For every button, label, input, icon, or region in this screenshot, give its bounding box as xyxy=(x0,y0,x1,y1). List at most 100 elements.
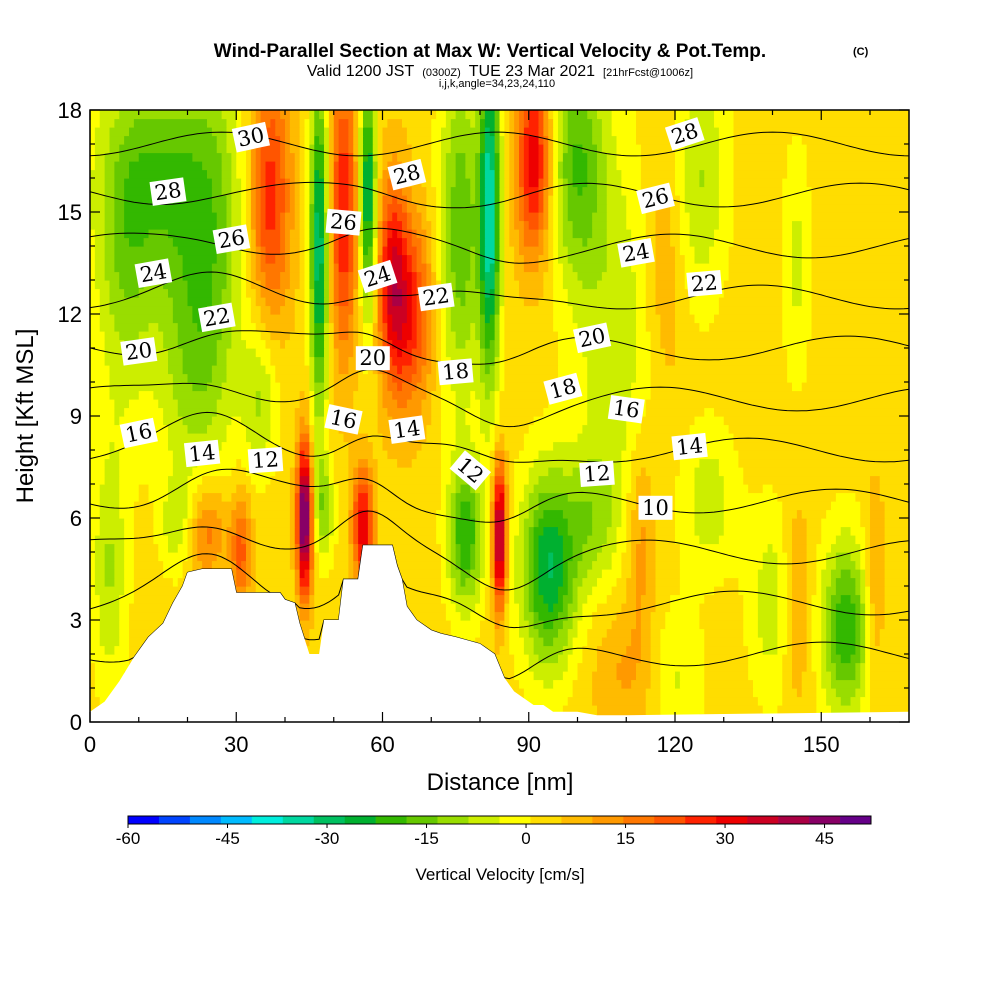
velocity-cell xyxy=(309,560,315,570)
velocity-cell xyxy=(865,611,871,621)
velocity-cell xyxy=(411,212,423,222)
velocity-cell xyxy=(294,467,301,477)
velocity-cell xyxy=(441,382,452,392)
velocity-cell xyxy=(826,620,832,630)
velocity-cell xyxy=(528,662,569,672)
velocity-cell xyxy=(377,220,384,230)
velocity-cell xyxy=(314,475,320,485)
velocity-cell xyxy=(884,594,909,604)
velocity-cell xyxy=(870,518,886,528)
velocity-cell xyxy=(216,407,257,417)
velocity-cell xyxy=(679,229,691,239)
velocity-cell xyxy=(90,518,101,528)
velocity-cell xyxy=(241,416,271,426)
velocity-cell xyxy=(509,169,515,179)
velocity-cell xyxy=(231,305,242,315)
velocity-cell xyxy=(236,518,247,528)
velocity-cell xyxy=(475,577,481,587)
velocity-cell xyxy=(104,246,115,256)
velocity-cell xyxy=(558,526,569,536)
velocity-cell xyxy=(289,118,301,128)
velocity-cell xyxy=(387,203,403,213)
velocity-cell xyxy=(723,509,783,519)
velocity-cell xyxy=(226,195,232,205)
velocity-cell xyxy=(553,186,559,196)
velocity-cell xyxy=(772,484,871,494)
velocity-cell xyxy=(372,603,447,613)
velocity-cell xyxy=(372,484,379,494)
velocity-cell xyxy=(333,382,359,392)
velocity-cell xyxy=(441,169,447,179)
velocity-cell xyxy=(104,212,115,222)
velocity-cell xyxy=(694,314,715,324)
velocity-cell xyxy=(587,178,598,188)
velocity-cell xyxy=(821,645,827,655)
velocity-cell xyxy=(358,297,364,307)
velocity-cell xyxy=(499,399,549,409)
velocity-cell xyxy=(684,263,730,273)
velocity-cell xyxy=(397,212,408,222)
velocity-cell xyxy=(484,254,496,264)
y-tick-label: 6 xyxy=(70,506,82,531)
velocity-cell xyxy=(328,144,335,154)
velocity-cell xyxy=(645,569,657,579)
velocity-cell xyxy=(528,424,583,434)
velocity-cell xyxy=(90,458,106,468)
velocity-cell xyxy=(314,458,320,468)
velocity-cell xyxy=(528,169,540,179)
velocity-cell xyxy=(416,271,423,281)
velocity-cell xyxy=(309,416,315,426)
velocity-cell xyxy=(168,356,184,366)
velocity-cell xyxy=(499,127,505,137)
velocity-cell xyxy=(519,620,530,630)
velocity-cell xyxy=(826,696,842,706)
velocity-cell xyxy=(314,373,325,383)
velocity-cell xyxy=(509,492,515,502)
velocity-cell xyxy=(855,645,861,655)
velocity-cell xyxy=(553,246,559,256)
velocity-cell xyxy=(94,569,106,579)
velocity-cell xyxy=(543,526,559,536)
velocity-cell xyxy=(538,475,608,485)
velocity-cell xyxy=(601,118,613,128)
velocity-cell xyxy=(640,178,676,188)
velocity-cell xyxy=(543,271,554,281)
velocity-cell xyxy=(855,586,861,596)
velocity-cell xyxy=(484,492,491,502)
velocity-cell xyxy=(441,220,447,230)
velocity-cell xyxy=(377,246,384,256)
velocity-cell xyxy=(470,195,476,205)
velocity-cell xyxy=(606,594,627,604)
velocity-cell xyxy=(636,365,652,375)
velocity-cell xyxy=(411,322,418,332)
velocity-cell xyxy=(504,637,510,647)
velocity-cell xyxy=(99,611,120,621)
velocity-cell xyxy=(119,144,218,154)
velocity-cell xyxy=(723,288,783,298)
velocity-cell xyxy=(743,611,759,621)
velocity-cell xyxy=(679,212,691,222)
velocity-cell xyxy=(445,322,452,332)
velocity-cell xyxy=(211,271,228,281)
velocity-cell xyxy=(499,297,505,307)
velocity-cell xyxy=(514,535,525,545)
velocity-cell xyxy=(480,458,491,468)
velocity-cell xyxy=(484,297,496,307)
velocity-cell xyxy=(129,127,213,137)
velocity-cell xyxy=(363,220,374,230)
velocity-cell xyxy=(353,390,379,400)
velocity-cell xyxy=(475,518,481,528)
velocity-cell xyxy=(353,169,359,179)
velocity-cell xyxy=(606,467,622,477)
velocity-cell xyxy=(299,254,306,264)
velocity-cell xyxy=(543,127,549,137)
velocity-cell xyxy=(572,577,583,587)
velocity-cell xyxy=(884,620,909,630)
velocity-cell xyxy=(319,458,325,468)
velocity-cell xyxy=(660,688,705,698)
velocity-cell xyxy=(328,509,335,519)
velocity-cell xyxy=(523,161,530,171)
velocity-cell xyxy=(777,569,788,579)
velocity-cell xyxy=(782,263,793,273)
velocity-cell xyxy=(670,220,681,230)
